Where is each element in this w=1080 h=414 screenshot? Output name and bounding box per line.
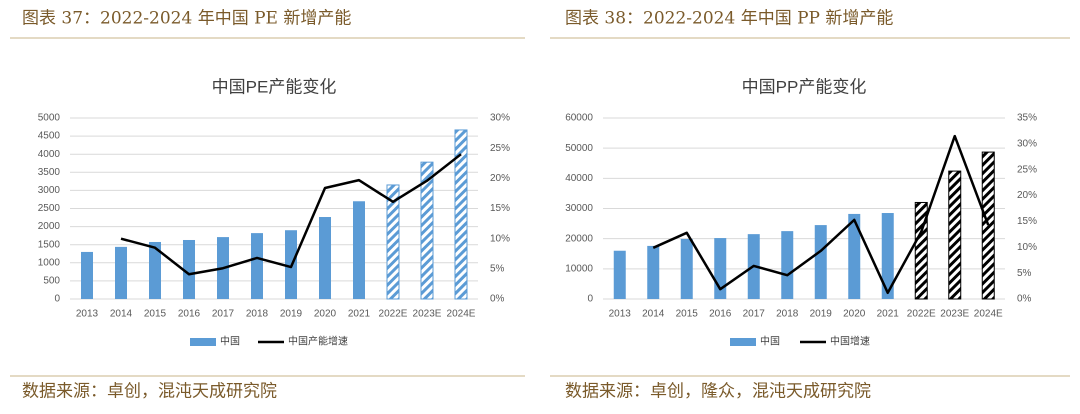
bar [183, 239, 195, 299]
y2-tick-label: 15% [490, 203, 510, 214]
y-tick-label: 1000 [38, 257, 61, 268]
legend-swatch [190, 338, 216, 346]
x-tick-label: 2022E [907, 309, 936, 320]
bar [814, 225, 827, 299]
bar [948, 170, 962, 300]
y-tick-label: 0 [54, 294, 60, 305]
y-tick-label: 0 [587, 294, 593, 305]
y-tick-label: 3000 [38, 185, 61, 196]
x-tick-label: 2024E [447, 309, 476, 320]
y2-tick-label: 15% [1017, 216, 1037, 227]
x-tick-label: 2020 [843, 309, 866, 320]
legend-swatch [730, 338, 756, 346]
legend-label: 中国 [760, 335, 780, 348]
y2-tick-label: 25% [1017, 164, 1037, 175]
bar [680, 238, 693, 299]
x-tick-label: 2023E [940, 309, 969, 320]
x-tick-label: 2013 [609, 309, 632, 320]
x-tick-label: 2020 [314, 309, 337, 320]
source: 数据来源：卓创，隆众，混沌天成研究院 [565, 382, 871, 402]
x-tick-label: 2021 [348, 309, 371, 320]
caption: 图表 37：2022-2024 年中国 PE 新增产能 [22, 9, 351, 29]
bar [319, 217, 331, 299]
chart-title: 中国PP产能变化 [742, 77, 867, 96]
x-tick-label: 2016 [709, 309, 732, 320]
y2-tick-label: 0% [1017, 294, 1032, 305]
y-tick-label: 2500 [38, 203, 61, 214]
bar [781, 231, 794, 299]
y2-tick-label: 35% [1017, 113, 1037, 124]
bar [353, 201, 365, 299]
y-tick-label: 4500 [38, 131, 61, 142]
x-tick-label: 2018 [776, 309, 799, 320]
x-tick-label: 2016 [178, 309, 201, 320]
y-tick-label: 2000 [38, 221, 61, 232]
bar [647, 245, 660, 299]
x-tick-label: 2015 [144, 309, 167, 320]
y2-tick-label: 10% [1017, 242, 1037, 253]
legend-label: 中国增速 [830, 335, 870, 348]
x-tick-label: 2024E [974, 309, 1003, 320]
y-tick-label: 60000 [565, 113, 593, 124]
x-tick-label: 2015 [676, 309, 699, 320]
bar [613, 250, 626, 299]
bar [881, 213, 894, 299]
x-tick-label: 2017 [212, 309, 235, 320]
legend-label: 中国 [220, 335, 240, 348]
x-tick-label: 2021 [877, 309, 900, 320]
y2-tick-label: 0% [490, 294, 505, 305]
x-tick-label: 2017 [743, 309, 766, 320]
y-tick-label: 10000 [565, 263, 593, 274]
y2-tick-label: 20% [490, 173, 510, 184]
bar [386, 184, 400, 300]
chart-title: 中国PE产能变化 [212, 77, 337, 96]
y-tick-label: 20000 [565, 233, 593, 244]
bar [149, 241, 161, 299]
bar [81, 251, 93, 299]
x-tick-label: 2019 [810, 309, 833, 320]
bar [848, 213, 861, 299]
y-tick-label: 40000 [565, 173, 593, 184]
bar [251, 233, 263, 299]
y-tick-label: 50000 [565, 143, 593, 154]
bar [420, 161, 434, 300]
line [120, 153, 462, 276]
y2-tick-label: 25% [490, 143, 510, 154]
bar [981, 151, 995, 300]
bar [115, 246, 127, 299]
y2-tick-label: 30% [490, 113, 510, 124]
y-tick-label: 5000 [38, 113, 61, 124]
legend-label: 中国产能增速 [288, 335, 348, 348]
line [652, 134, 990, 295]
bar [454, 129, 468, 300]
y-tick-label: 30000 [565, 203, 593, 214]
x-tick-label: 2022E [379, 309, 408, 320]
y2-tick-label: 30% [1017, 138, 1037, 149]
x-tick-label: 2023E [413, 309, 442, 320]
y-tick-label: 500 [43, 276, 60, 287]
x-tick-label: 2014 [642, 309, 665, 320]
y2-tick-label: 5% [1017, 268, 1032, 279]
x-tick-label: 2018 [246, 309, 269, 320]
y2-tick-label: 10% [490, 233, 510, 244]
y-tick-label: 3500 [38, 167, 61, 178]
caption: 图表 38：2022-2024 年中国 PP 新增产能 [565, 9, 893, 29]
y2-tick-label: 5% [490, 263, 505, 274]
x-tick-label: 2014 [110, 309, 133, 320]
source: 数据来源：卓创，混沌天成研究院 [22, 382, 277, 402]
x-tick-label: 2019 [280, 309, 303, 320]
y-tick-label: 1500 [38, 239, 61, 250]
x-tick-label: 2013 [76, 309, 99, 320]
y2-tick-label: 20% [1017, 190, 1037, 201]
y-tick-label: 4000 [38, 149, 61, 160]
